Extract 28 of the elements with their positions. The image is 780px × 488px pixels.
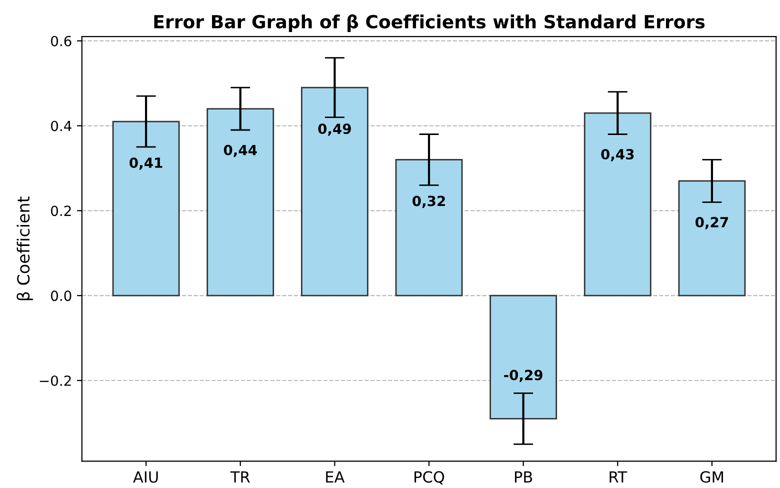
bar: [300, 86, 368, 296]
x-tick-label: PB: [514, 471, 532, 482]
y-tick-label: 0.4: [51, 120, 72, 132]
data-label: -0,29: [504, 370, 542, 382]
bar: [584, 112, 652, 296]
bar: [678, 180, 746, 296]
bar: [206, 108, 274, 296]
y-tick-label: 0.2: [51, 206, 71, 216]
x-tick-label: EA: [326, 471, 345, 482]
x-tick-label: PCQ: [414, 471, 444, 484]
x-tick-label: AIU: [133, 471, 158, 483]
x-tick-label: RT: [610, 471, 628, 482]
data-label: 0,41: [130, 157, 162, 170]
data-label: 0,44: [224, 144, 257, 158]
x-tick-label: TR: [230, 471, 250, 482]
y-tick-label: 0.6: [51, 36, 72, 46]
y-tick-label: −0.2: [40, 375, 71, 386]
data-label: 0,32: [412, 196, 445, 208]
data-label: 0,49: [318, 124, 351, 136]
chart-title: Error Bar Graph of β Coefficients with Standard Errors: [154, 14, 705, 32]
y-tick-label: 0.0: [51, 290, 72, 302]
bar: [112, 120, 180, 296]
x-tick-label: GM: [700, 471, 723, 483]
data-label: 0,43: [601, 149, 634, 162]
data-label: 0,27: [695, 216, 728, 230]
bar: [395, 159, 463, 296]
y-axis-title: β Coefficient: [16, 196, 33, 300]
bar: [490, 294, 558, 420]
